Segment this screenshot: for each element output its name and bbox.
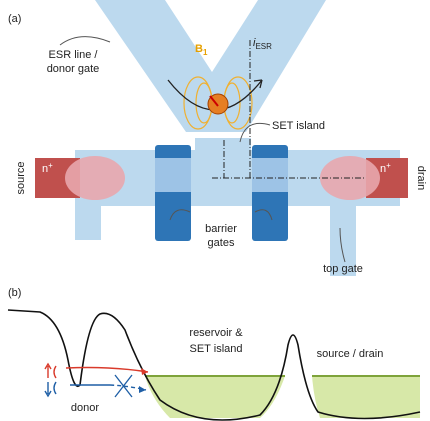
label: top gate (323, 263, 363, 275)
text-part: + (386, 161, 391, 170)
text-part: ESR (255, 42, 272, 51)
label: B1 (195, 43, 208, 57)
text-part: + (48, 161, 53, 170)
text-part: 1 (203, 48, 208, 57)
label: gates (208, 237, 235, 249)
label: reservoir & (189, 327, 243, 339)
label: donor gate (47, 63, 100, 75)
panel-label: (b) (8, 287, 21, 299)
text-part: B (195, 43, 203, 55)
label: barrier (205, 223, 237, 235)
label: SET island (272, 120, 325, 132)
label: SET island (190, 343, 243, 355)
panel-label: (a) (8, 13, 21, 25)
label: source (15, 161, 27, 194)
label: ESR line / (49, 49, 99, 61)
label: drain (415, 166, 427, 190)
label: donor (71, 402, 99, 414)
label: source / drain (317, 348, 384, 360)
figure: (a) ESR line / donor gate B1 iESR SET is… (0, 0, 430, 421)
